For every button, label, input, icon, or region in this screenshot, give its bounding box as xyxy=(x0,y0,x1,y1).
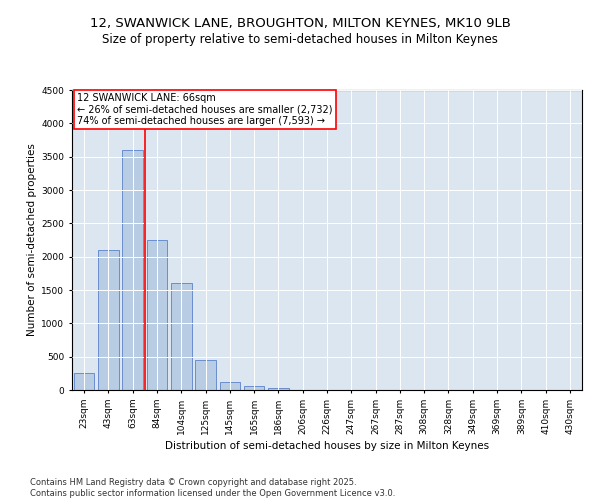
Text: 12, SWANWICK LANE, BROUGHTON, MILTON KEYNES, MK10 9LB: 12, SWANWICK LANE, BROUGHTON, MILTON KEY… xyxy=(89,18,511,30)
Bar xyxy=(244,386,265,390)
Bar xyxy=(74,374,94,390)
Bar xyxy=(146,240,167,390)
Bar xyxy=(171,284,191,390)
Y-axis label: Number of semi-detached properties: Number of semi-detached properties xyxy=(27,144,37,336)
Bar xyxy=(98,250,119,390)
Text: 12 SWANWICK LANE: 66sqm
← 26% of semi-detached houses are smaller (2,732)
74% of: 12 SWANWICK LANE: 66sqm ← 26% of semi-de… xyxy=(77,93,332,126)
Text: Size of property relative to semi-detached houses in Milton Keynes: Size of property relative to semi-detach… xyxy=(102,32,498,46)
Text: Contains HM Land Registry data © Crown copyright and database right 2025.
Contai: Contains HM Land Registry data © Crown c… xyxy=(30,478,395,498)
Bar xyxy=(268,388,289,390)
Bar xyxy=(220,382,240,390)
X-axis label: Distribution of semi-detached houses by size in Milton Keynes: Distribution of semi-detached houses by … xyxy=(165,441,489,451)
Bar xyxy=(122,150,143,390)
Bar xyxy=(195,360,216,390)
